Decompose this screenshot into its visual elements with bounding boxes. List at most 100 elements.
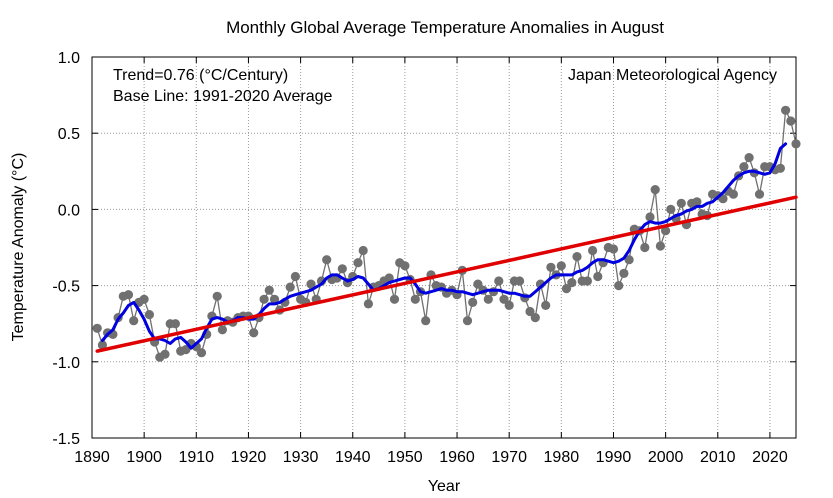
observed-point xyxy=(97,340,107,350)
observed-point xyxy=(530,313,540,323)
x-tick-label: 2000 xyxy=(648,449,684,466)
observed-point xyxy=(593,271,603,282)
x-tick-label: 1930 xyxy=(283,449,319,466)
observed-point xyxy=(123,290,134,300)
observed-point xyxy=(249,328,259,338)
y-tick-label: -1.0 xyxy=(52,355,80,372)
observed-point xyxy=(269,294,280,304)
annotation-source: Japan Meteorological Agency xyxy=(568,67,777,84)
x-tick-label: 1980 xyxy=(544,449,580,466)
observed-point xyxy=(322,255,332,265)
observed-point xyxy=(494,276,504,286)
observed-point xyxy=(504,300,514,310)
x-tick-label: 1940 xyxy=(335,449,371,466)
observed-point xyxy=(781,105,791,115)
observed-point xyxy=(259,294,269,304)
observed-point xyxy=(655,241,666,251)
observed-point xyxy=(582,276,593,286)
observed-point xyxy=(421,316,431,326)
x-tick-label: 1890 xyxy=(74,449,110,466)
y-tick-label: -1.5 xyxy=(52,431,80,448)
observed-point xyxy=(499,294,509,304)
observed-line xyxy=(96,107,797,359)
y-tick-labels: -1.5 -1.0 -0.5 0.0 0.5 1.0 xyxy=(52,50,80,448)
observed-point xyxy=(754,189,765,199)
x-tick-label: 1970 xyxy=(491,449,527,466)
trend-line xyxy=(95,195,798,353)
annotation-trend: Trend=0.76 (°C/Century) xyxy=(113,67,288,84)
observed-point xyxy=(775,163,786,173)
observed-point xyxy=(666,204,676,214)
observed-point xyxy=(483,294,493,304)
observed-point xyxy=(473,279,483,289)
observed-point xyxy=(572,252,582,262)
observed-point xyxy=(786,116,796,126)
observed-point xyxy=(640,242,650,253)
observed-point xyxy=(525,306,535,317)
grid xyxy=(92,57,796,438)
observed-point xyxy=(290,271,300,282)
observed-point xyxy=(212,291,222,301)
observed-point xyxy=(389,294,400,304)
y-tick-label: -0.5 xyxy=(52,279,80,296)
observed-point xyxy=(561,284,572,294)
observed-point xyxy=(384,273,394,283)
x-tick-labels: 1890 1900 1910 1920 1930 1940 1950 1960 1970 1980… xyxy=(74,449,788,466)
observed-point xyxy=(744,153,754,163)
observed-point xyxy=(739,162,749,172)
observed-point xyxy=(791,139,801,149)
x-axis-title: Year xyxy=(428,478,461,495)
x-tick-label: 1990 xyxy=(596,449,632,466)
observed-point xyxy=(728,189,739,199)
observed-point xyxy=(546,262,556,272)
observed-point xyxy=(619,268,629,278)
observed-point xyxy=(410,294,420,304)
y-tick-label: 0.0 xyxy=(58,202,80,219)
y-tick-label: 1.0 xyxy=(58,50,80,67)
x-tick-label: 2020 xyxy=(752,449,788,466)
series-layer xyxy=(92,105,801,362)
x-tick-label: 1910 xyxy=(178,449,214,466)
observed-point xyxy=(676,198,686,208)
observed-point xyxy=(363,299,373,309)
observed-point xyxy=(556,261,566,271)
observed-point xyxy=(217,325,227,335)
y-tick-label: 0.5 xyxy=(58,126,80,143)
observed-point xyxy=(515,276,525,286)
chart-title: Monthly Global Average Temperature Anoma… xyxy=(226,18,664,37)
observed-point xyxy=(462,316,473,326)
observed-point xyxy=(160,349,170,359)
observed-point xyxy=(608,244,619,254)
observed-point xyxy=(92,323,102,333)
observed-point xyxy=(144,310,154,320)
observed-point xyxy=(337,264,347,274)
observed-point xyxy=(661,226,671,236)
observed-point xyxy=(400,261,410,271)
observed-point xyxy=(181,345,191,355)
observed-point xyxy=(139,294,149,304)
observed-point xyxy=(588,245,598,256)
x-tick-label: 1950 xyxy=(387,449,423,466)
observed-point xyxy=(645,212,655,222)
x-tick-label: 1900 xyxy=(126,449,162,466)
observed-point xyxy=(650,185,660,195)
observed-point xyxy=(285,282,295,292)
x-tick-label: 1960 xyxy=(439,449,475,466)
observed-point xyxy=(692,197,702,207)
axis-ticks xyxy=(91,56,796,439)
smoothed-line xyxy=(100,142,788,350)
x-tick-label: 2010 xyxy=(700,449,736,466)
x-tick-label: 1920 xyxy=(231,449,267,466)
observed-point xyxy=(306,279,316,289)
plot-frame xyxy=(91,56,797,439)
observed-point xyxy=(567,278,577,288)
observed-point xyxy=(353,258,363,268)
observed-point xyxy=(468,297,478,307)
observed-point xyxy=(541,300,551,310)
observed-point xyxy=(196,348,207,358)
annotation-baseline: Base Line: 1991-2020 Average xyxy=(113,88,333,105)
observed-point xyxy=(358,245,368,256)
observed-point xyxy=(129,316,139,326)
observed-point xyxy=(264,285,274,295)
